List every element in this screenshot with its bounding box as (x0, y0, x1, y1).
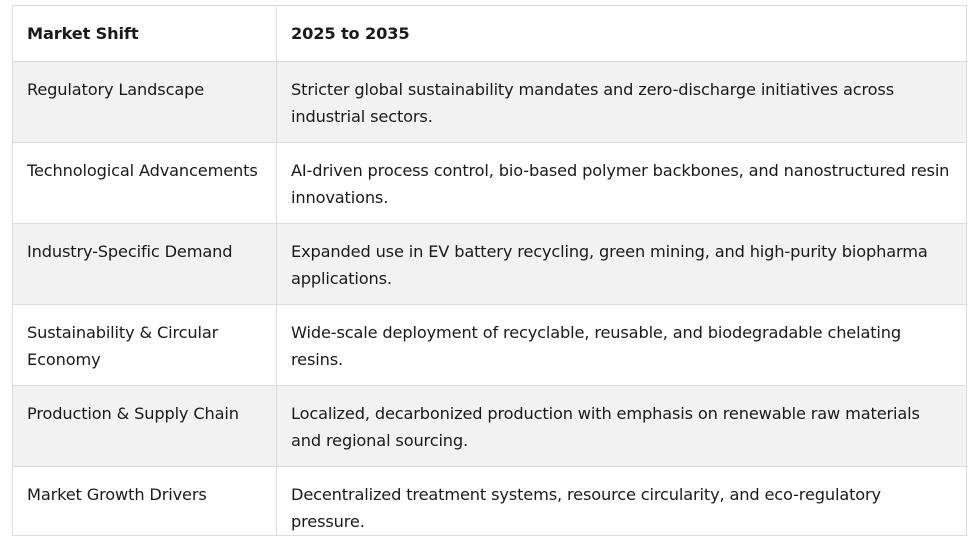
table-row: Regulatory Landscape Stricter global sus… (12, 61, 967, 143)
header-2025-to-2035: 2025 to 2035 (276, 5, 967, 62)
table-row: Market Growth Drivers Decentralized trea… (12, 466, 967, 536)
row-label: Industry-Specific Demand (12, 223, 277, 305)
row-label: Regulatory Landscape (12, 61, 277, 143)
header-market-shift: Market Shift (12, 5, 277, 62)
row-value: Localized, decarbonized production with … (276, 385, 967, 467)
table-row: Production & Supply Chain Localized, dec… (12, 385, 967, 467)
table-row: Sustainability & Circular Economy Wide-s… (12, 304, 967, 386)
table-body: Regulatory Landscape Stricter global sus… (12, 61, 967, 536)
row-label: Sustainability & Circular Economy (12, 304, 277, 386)
row-value: Stricter global sustainability mandates … (276, 61, 967, 143)
row-value: Wide-scale deployment of recyclable, reu… (276, 304, 967, 386)
table-row: Industry-Specific Demand Expanded use in… (12, 223, 967, 305)
row-value: AI-driven process control, bio-based pol… (276, 142, 967, 224)
row-value: Decentralized treatment systems, resourc… (276, 466, 967, 536)
row-label: Production & Supply Chain (12, 385, 277, 467)
market-shift-table-container: Market Shift 2025 to 2035 Regulatory Lan… (12, 5, 967, 536)
header-row: Market Shift 2025 to 2035 (12, 5, 967, 62)
row-value: Expanded use in EV battery recycling, gr… (276, 223, 967, 305)
row-label: Market Growth Drivers (12, 466, 277, 536)
row-label: Technological Advancements (12, 142, 277, 224)
table-header: Market Shift 2025 to 2035 (12, 5, 967, 62)
table-row: Technological Advancements AI-driven pro… (12, 142, 967, 224)
market-shift-table: Market Shift 2025 to 2035 Regulatory Lan… (12, 5, 967, 536)
